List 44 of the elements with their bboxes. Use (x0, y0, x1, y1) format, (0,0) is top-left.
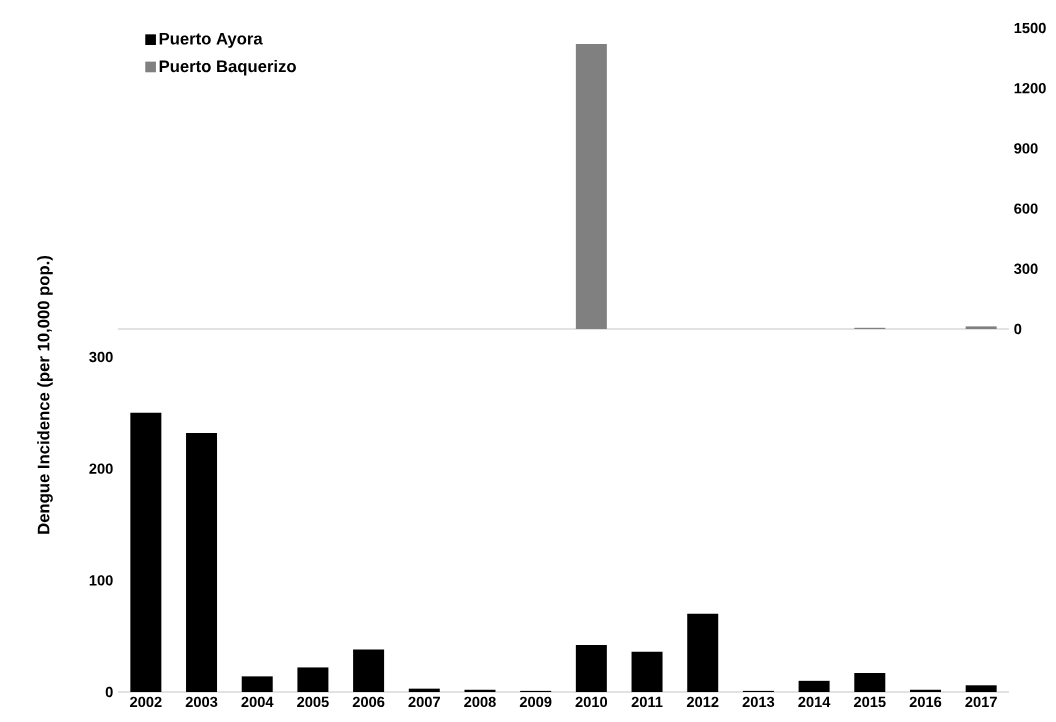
bar (464, 689, 496, 692)
x-tick-label: 2009 (519, 696, 552, 708)
x-tick-label: 2015 (853, 696, 886, 708)
bar (965, 326, 997, 329)
x-tick-label: 2008 (464, 696, 496, 708)
x-tick-label: 2006 (352, 696, 385, 708)
y-tick-label: 300 (1014, 263, 1038, 274)
y-tick-label: 900 (1014, 143, 1038, 154)
legend-label: Puerto Baquerizo (159, 59, 296, 76)
y-tick-label: 0 (1014, 323, 1022, 335)
bar (854, 673, 886, 692)
x-tick-label: 2007 (408, 696, 440, 708)
x-tick-label: 2016 (909, 696, 942, 708)
y-axis-title: Dengue Incidence (per 10,000 pop.) (37, 255, 53, 534)
bar (798, 680, 830, 692)
bar (687, 613, 719, 692)
x-tick-label: 2004 (241, 696, 274, 708)
bar (241, 676, 273, 692)
y-tick-label: 300 (89, 351, 113, 363)
x-tick-label: 2003 (185, 696, 218, 708)
y-tick-label: 1500 (1014, 22, 1046, 34)
x-tick-label: 2017 (965, 696, 997, 708)
bar (130, 412, 162, 692)
x-tick-label: 2012 (686, 696, 719, 708)
bar (965, 685, 997, 692)
y-tick-label: 200 (89, 463, 113, 474)
x-tick-label: 2005 (297, 696, 329, 708)
x-tick-label: 2013 (742, 696, 775, 708)
y-tick-label: 600 (1014, 203, 1038, 214)
x-tick-label: 2002 (130, 696, 162, 708)
bar (909, 689, 941, 692)
y-tick-label: 100 (89, 575, 113, 586)
bar (631, 651, 663, 692)
x-tick-label: 2011 (631, 696, 663, 708)
bar (575, 44, 607, 329)
bar (297, 667, 329, 692)
bar (186, 432, 218, 692)
x-tick-label: 2010 (575, 696, 608, 708)
y-tick-label: 1200 (1014, 83, 1046, 94)
bar (575, 645, 607, 692)
bar (353, 649, 385, 692)
legend-label: Puerto Ayora (159, 32, 263, 48)
x-tick-label: 2014 (798, 696, 831, 708)
y-tick-label: 0 (105, 686, 113, 698)
